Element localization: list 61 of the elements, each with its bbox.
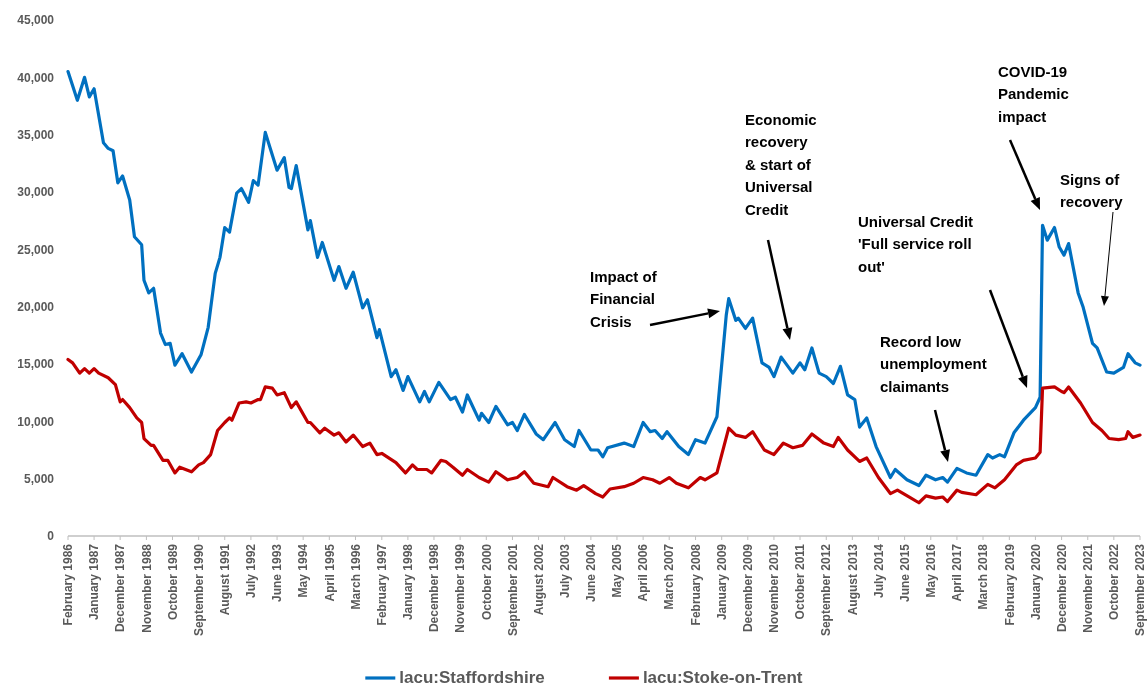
x-tick-label: December 2020 xyxy=(1054,543,1069,633)
x-tick-label: July 2003 xyxy=(557,543,572,599)
line-series xyxy=(66,357,1142,505)
y-tick-label: 15,000 xyxy=(17,357,55,372)
annotation: Signs of recovery xyxy=(1060,170,1124,210)
x-tick-label: July 1992 xyxy=(244,543,259,599)
x-tick-label: February 1997 xyxy=(375,543,390,626)
x-tick-label: February 2019 xyxy=(1002,543,1017,626)
legend-label: lacu:Stoke-on-Trent xyxy=(642,668,803,687)
x-tick-label: May 2016 xyxy=(923,543,938,598)
x-tick-label: February 1986 xyxy=(61,543,76,626)
x-tick-label: May 1994 xyxy=(296,543,311,598)
x-tick-label: January 1987 xyxy=(87,543,102,621)
x-tick-label: July 2014 xyxy=(871,543,886,599)
x-tick-label: November 1988 xyxy=(139,543,154,633)
x-tick-label: December 1998 xyxy=(427,543,442,633)
x-tick-label: May 2005 xyxy=(610,543,625,598)
x-tick-label: February 2008 xyxy=(688,543,703,626)
x-tick-label: January 2020 xyxy=(1028,543,1043,621)
y-tick-label: 10,000 xyxy=(17,414,55,429)
x-tick-label: December 1987 xyxy=(113,543,128,633)
annotation: Universal Credit 'Full service roll out' xyxy=(858,212,974,275)
y-tick-label: 30,000 xyxy=(17,185,55,200)
x-tick-label: August 2013 xyxy=(845,543,860,616)
x-tick-label: August 1991 xyxy=(217,543,232,616)
x-tick-label: March 2007 xyxy=(662,543,677,610)
x-tick-label: April 1995 xyxy=(322,543,337,602)
x-tick-label: October 1989 xyxy=(165,543,180,621)
x-tick-label: October 2022 xyxy=(1107,543,1122,621)
x-tick-label: December 2009 xyxy=(740,543,755,633)
annotation: Economic recovery & start of Universal Credit xyxy=(745,110,817,218)
x-tick-label: September 2023 xyxy=(1133,543,1147,637)
y-tick-label: 25,000 xyxy=(17,242,55,257)
x-tick-label: September 1990 xyxy=(191,543,206,637)
y-tick-label: 45,000 xyxy=(17,13,55,28)
y-tick-label: 0 xyxy=(47,529,55,544)
x-tick-label: September 2001 xyxy=(505,543,520,637)
x-tick-label: June 2015 xyxy=(897,543,912,603)
x-tick-label: September 2012 xyxy=(819,543,834,637)
x-tick-label: June 1993 xyxy=(270,543,285,603)
y-tick-label: 40,000 xyxy=(17,70,55,85)
y-tick-label: 35,000 xyxy=(17,127,55,142)
x-tick-label: June 2004 xyxy=(584,543,599,603)
x-tick-label: March 1996 xyxy=(348,543,363,610)
legend-label: lacu:Staffordshire xyxy=(399,668,545,687)
annotation: Record low unemployment claimants xyxy=(880,332,987,395)
x-tick-label: January 1998 xyxy=(401,543,416,621)
y-tick-label: 5,000 xyxy=(23,471,55,486)
x-tick-label: January 2009 xyxy=(714,543,729,621)
x-tick-label: April 2006 xyxy=(636,543,651,602)
x-tick-label: November 1999 xyxy=(453,543,468,633)
x-tick-label: October 2011 xyxy=(793,543,808,620)
x-tick-label: March 2018 xyxy=(976,543,991,610)
x-tick-label: August 2002 xyxy=(531,543,546,616)
x-tick-label: November 2010 xyxy=(767,543,782,633)
x-tick-label: April 2017 xyxy=(950,543,965,602)
annotation: COVID-19 Pandemic impact xyxy=(998,62,1069,125)
x-tick-label: October 2000 xyxy=(479,543,494,621)
annotation: Impact of Financial Crisis xyxy=(590,267,658,330)
x-tick-label: November 2021 xyxy=(1080,543,1095,633)
y-tick-label: 20,000 xyxy=(17,299,55,314)
